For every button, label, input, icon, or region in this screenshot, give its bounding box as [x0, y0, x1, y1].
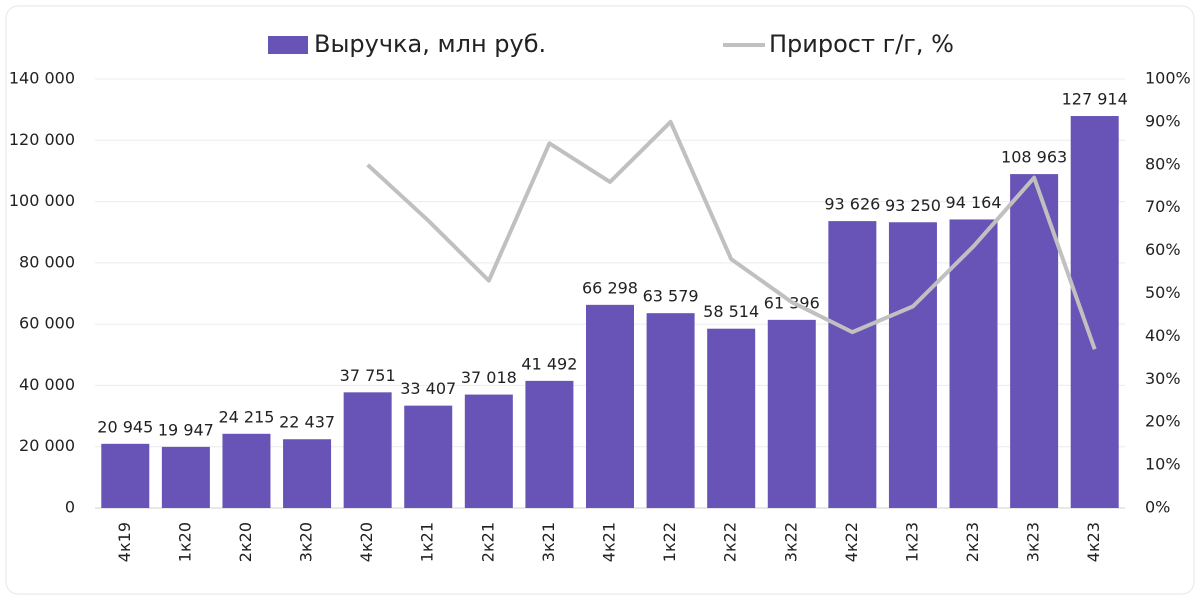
- y-tick-label: 80 000: [19, 252, 75, 271]
- x-tick-label: 2к21: [478, 522, 497, 562]
- y2-tick-label: 0%: [1145, 498, 1170, 517]
- y2-tick-label: 10%: [1145, 455, 1181, 474]
- y-tick-label: 140 000: [9, 69, 75, 88]
- bar: [283, 439, 332, 508]
- x-tick-label: 4к21: [600, 522, 619, 562]
- y2-tick-label: 30%: [1145, 369, 1181, 388]
- value-label: 37 018: [461, 368, 517, 387]
- x-tick-label: 4к23: [1084, 522, 1103, 562]
- x-tick-label: 3к22: [781, 522, 800, 562]
- bar: [586, 304, 634, 508]
- y2-tick-label: 40%: [1145, 326, 1181, 345]
- y2-tick-label: 50%: [1145, 283, 1181, 302]
- bar: [707, 328, 756, 508]
- x-tick-label: 2к23: [963, 522, 982, 562]
- y-tick-label: 60 000: [19, 314, 75, 333]
- bar: [646, 313, 695, 508]
- x-tick-label: 3к21: [539, 522, 558, 562]
- y-tick-label: 100 000: [9, 191, 75, 210]
- bar: [1010, 174, 1059, 508]
- bar: [767, 319, 816, 508]
- value-label: 93 250: [885, 196, 941, 215]
- bar: [828, 221, 877, 508]
- bar: [404, 405, 453, 508]
- x-tick-label: 2к20: [236, 522, 255, 562]
- value-label: 93 626: [824, 195, 880, 214]
- legend-swatch: [268, 36, 308, 54]
- x-tick-label: 1к21: [418, 522, 437, 562]
- y2-tick-label: 70%: [1145, 197, 1181, 216]
- bar: [888, 222, 937, 508]
- value-label: 108 963: [1001, 148, 1067, 167]
- value-label: 127 914: [1062, 90, 1128, 109]
- bar: [161, 446, 210, 508]
- value-label: 33 407: [400, 379, 456, 398]
- value-label: 22 437: [279, 413, 335, 432]
- bar: [949, 219, 998, 509]
- y2-tick-label: 90%: [1145, 111, 1181, 130]
- value-label: 58 514: [703, 302, 759, 321]
- value-label: 37 751: [340, 366, 396, 385]
- y-tick-label: 20 000: [19, 436, 75, 455]
- value-label: 19 947: [158, 420, 214, 439]
- x-tick-label: 4к19: [115, 522, 134, 562]
- x-tick-label: 2к22: [721, 522, 740, 562]
- line: [366, 119, 1097, 350]
- value-label: 63 579: [643, 287, 699, 306]
- legend-label: Прирост г/г, %: [769, 30, 954, 58]
- x-tick-label: 3к20: [297, 522, 316, 562]
- y-tick-label: 120 000: [9, 130, 75, 149]
- x-tick-label: 1к23: [902, 522, 921, 562]
- x-tick-label: 4к22: [842, 522, 861, 562]
- bar: [464, 394, 513, 508]
- y2-tick-label: 60%: [1145, 240, 1181, 259]
- x-tick-label: 1к22: [660, 522, 679, 562]
- bar: [222, 433, 271, 508]
- value-label: 94 164: [946, 193, 1002, 212]
- x-tick-label: 1к20: [175, 522, 194, 562]
- bar: [343, 392, 392, 508]
- value-label: 66 298: [582, 278, 638, 297]
- x-tick-label: 3к23: [1024, 522, 1043, 562]
- value-label: 41 492: [521, 354, 577, 373]
- value-label: 24 215: [218, 407, 274, 426]
- x-tick-label: 4к20: [357, 522, 376, 562]
- y2-tick-label: 20%: [1145, 412, 1181, 431]
- bar: [1070, 116, 1119, 508]
- y-tick-label: 40 000: [19, 375, 75, 394]
- legend-label: Выручка, млн руб.: [314, 30, 546, 58]
- y2-tick-label: 100%: [1145, 69, 1191, 88]
- bar: [525, 380, 574, 508]
- y-tick-label: 0: [65, 498, 75, 517]
- value-label: 20 945: [97, 417, 153, 436]
- bar: [101, 443, 150, 508]
- y2-tick-label: 80%: [1145, 154, 1181, 173]
